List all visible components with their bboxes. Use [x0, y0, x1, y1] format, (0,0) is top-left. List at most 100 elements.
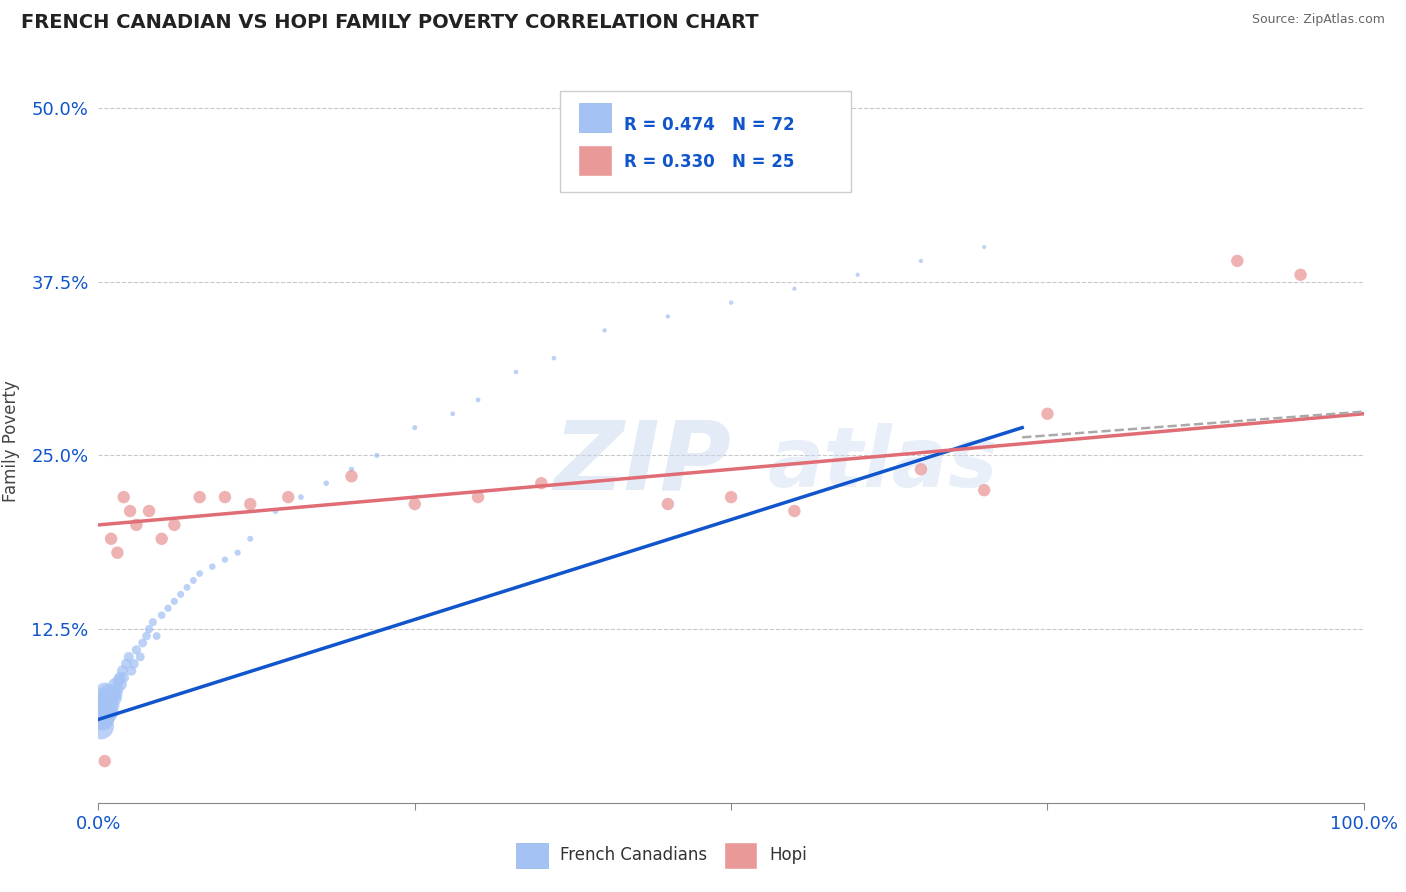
Point [122, 657, 145, 671]
Point [91, 691, 114, 706]
Point [94, 706, 117, 720]
Text: Hopi: Hopi [769, 846, 807, 863]
Text: FRENCH CANADIAN VS HOPI FAMILY POVERTY CORRELATION CHART: FRENCH CANADIAN VS HOPI FAMILY POVERTY C… [21, 13, 759, 32]
Point [108, 671, 131, 685]
Point [163, 594, 186, 608]
Point [104, 691, 127, 706]
Text: atlas: atlas [768, 423, 998, 504]
Point [94, 691, 117, 706]
Point [125, 643, 148, 657]
Point [657, 497, 679, 511]
Text: R = 0.330   N = 25: R = 0.330 N = 25 [623, 153, 794, 171]
Point [973, 240, 995, 254]
Point [101, 698, 124, 713]
Point [226, 546, 249, 560]
FancyBboxPatch shape [560, 91, 851, 193]
Point [97, 684, 120, 698]
Point [214, 552, 236, 566]
Point [120, 504, 141, 518]
Point [96, 701, 118, 715]
FancyBboxPatch shape [725, 843, 756, 868]
Point [404, 420, 426, 434]
Point [97, 706, 120, 720]
Point [505, 365, 527, 379]
Point [93, 713, 117, 727]
FancyBboxPatch shape [579, 145, 610, 175]
Point [93, 754, 117, 768]
Point [239, 497, 262, 511]
Point [145, 629, 167, 643]
Point [89, 706, 111, 720]
Point [720, 295, 742, 310]
Point [115, 657, 138, 671]
Point [98, 698, 121, 713]
Point [100, 706, 122, 720]
Point [150, 608, 173, 623]
Point [239, 532, 262, 546]
Text: Source: ZipAtlas.com: Source: ZipAtlas.com [1251, 13, 1385, 27]
Point [169, 587, 191, 601]
Point [214, 490, 236, 504]
Point [404, 497, 426, 511]
Point [91, 701, 114, 715]
Point [720, 490, 742, 504]
Point [112, 671, 135, 685]
Point [97, 691, 120, 706]
Point [100, 691, 122, 706]
Point [132, 636, 155, 650]
Point [96, 698, 118, 713]
Point [910, 253, 932, 268]
Point [1036, 407, 1059, 421]
Point [783, 282, 806, 296]
Point [530, 476, 553, 491]
Point [1289, 268, 1312, 282]
Point [90, 719, 112, 733]
Point [188, 566, 211, 581]
Point [120, 664, 142, 678]
Point [112, 490, 135, 504]
Point [315, 476, 337, 491]
Point [107, 546, 129, 560]
Point [107, 673, 129, 688]
Point [111, 664, 134, 678]
Point [118, 649, 141, 664]
Point [340, 462, 363, 476]
Point [846, 268, 869, 282]
Point [467, 392, 489, 407]
Point [176, 581, 198, 595]
Point [105, 687, 128, 701]
Point [129, 649, 152, 664]
Point [441, 407, 464, 421]
Point [142, 615, 165, 630]
Text: R = 0.474   N = 72: R = 0.474 N = 72 [623, 116, 794, 134]
Point [910, 462, 932, 476]
Point [150, 532, 173, 546]
Point [98, 696, 121, 710]
Point [163, 517, 186, 532]
Point [138, 504, 160, 518]
Point [657, 310, 679, 324]
Point [93, 706, 115, 720]
Point [183, 574, 205, 588]
Point [90, 698, 112, 713]
Point [93, 696, 115, 710]
Text: French Canadians: French Canadians [560, 846, 707, 863]
Point [93, 684, 117, 698]
Point [91, 713, 114, 727]
Point [1226, 253, 1249, 268]
Text: ZIP: ZIP [554, 417, 731, 509]
Point [543, 351, 565, 366]
Point [157, 601, 180, 615]
Point [125, 517, 148, 532]
Point [290, 490, 312, 504]
Point [783, 504, 806, 518]
Point [366, 449, 388, 463]
Point [201, 559, 224, 574]
Point [593, 323, 616, 337]
Point [277, 490, 299, 504]
Y-axis label: Family Poverty: Family Poverty [3, 381, 20, 502]
Point [467, 490, 489, 504]
FancyBboxPatch shape [516, 843, 547, 868]
Point [100, 532, 122, 546]
Point [340, 469, 363, 483]
